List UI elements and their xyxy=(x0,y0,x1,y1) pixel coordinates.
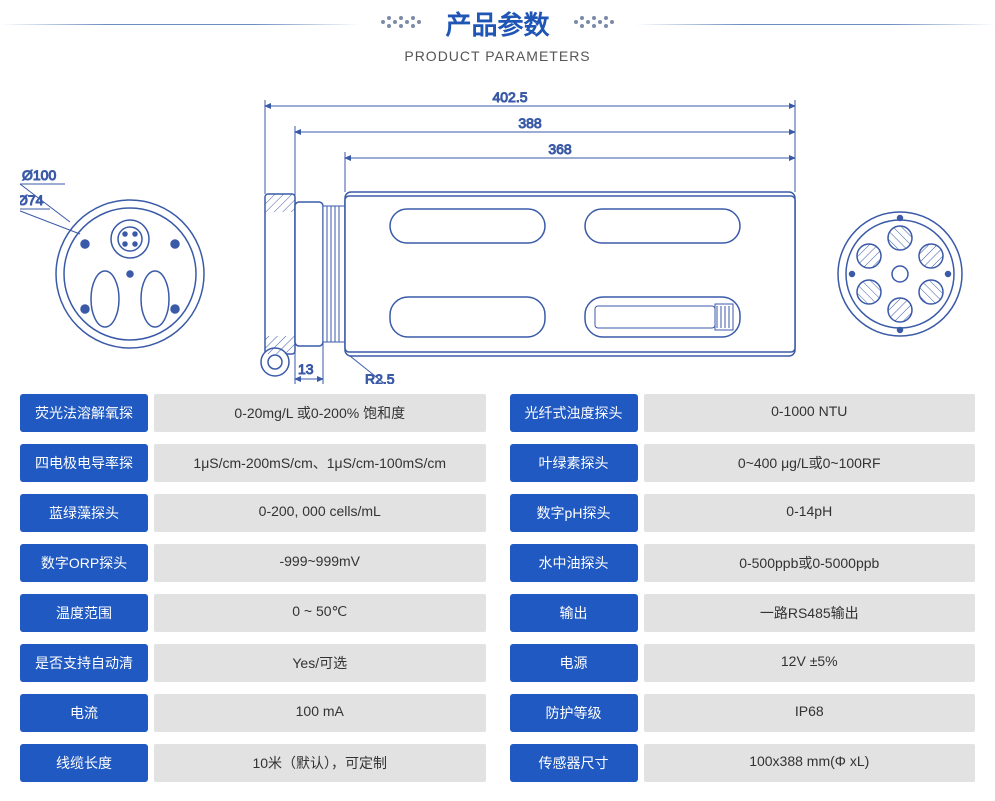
dim-d-inner: Ø74 xyxy=(20,192,44,208)
param-row: 数字ORP探头-999~999mV xyxy=(20,544,486,582)
params-col-right: 光纤式浊度探头0-1000 NTU叶绿素探头0~400 μg/L或0~100RF… xyxy=(510,394,976,794)
param-label: 光纤式浊度探头 xyxy=(510,394,638,432)
param-row: 四电极电导率探1μS/cm-200mS/cm、1μS/cm-100mS/cm xyxy=(20,444,486,482)
param-label: 叶绿素探头 xyxy=(510,444,638,482)
param-row: 线缆长度10米（默认），可定制 xyxy=(20,744,486,782)
dim-radius: R2.5 xyxy=(365,371,395,384)
section-header: 产品参数 PRODUCT PARAMETERS xyxy=(0,0,995,64)
param-value: -999~999mV xyxy=(154,544,486,582)
params-table: 荧光法溶解氧探0-20mg/L 或0-200% 饱和度四电极电导率探1μS/cm… xyxy=(0,394,995,794)
param-row: 水中油探头0-500ppb或0-5000ppb xyxy=(510,544,976,582)
param-value: 100 mA xyxy=(154,694,486,732)
param-label: 蓝绿藻探头 xyxy=(20,494,148,532)
param-value: IP68 xyxy=(644,694,976,732)
param-value: 0~400 μg/L或0~100RF xyxy=(644,444,976,482)
param-row: 传感器尺寸100x388 mm(Φ xL) xyxy=(510,744,976,782)
dim-slot: 368 xyxy=(548,141,572,157)
param-label: 荧光法溶解氧探 xyxy=(20,394,148,432)
param-row: 数字pH探头0-14pH xyxy=(510,494,976,532)
param-label: 电流 xyxy=(20,694,148,732)
dots-decor-right xyxy=(572,13,616,31)
param-label: 电源 xyxy=(510,644,638,682)
param-label: 是否支持自动清 xyxy=(20,644,148,682)
param-label: 数字pH探头 xyxy=(510,494,638,532)
dim-overall: 402.5 xyxy=(492,89,527,105)
param-row: 电流100 mA xyxy=(20,694,486,732)
param-row: 荧光法溶解氧探0-20mg/L 或0-200% 饱和度 xyxy=(20,394,486,432)
param-row: 叶绿素探头0~400 μg/L或0~100RF xyxy=(510,444,976,482)
param-value: 一路RS485输出 xyxy=(644,594,976,632)
param-row: 电源12V ±5% xyxy=(510,644,976,682)
param-label: 输出 xyxy=(510,594,638,632)
param-value: 0-1000 NTU xyxy=(644,394,976,432)
header-rule-left xyxy=(0,24,360,25)
param-value: 100x388 mm(Φ xL) xyxy=(644,744,976,782)
param-row: 是否支持自动清Yes/可选 xyxy=(20,644,486,682)
param-value: 0 ~ 50℃ xyxy=(154,594,486,632)
param-row: 防护等级IP68 xyxy=(510,694,976,732)
param-value: 0-200, 000 cells/mL xyxy=(154,494,486,532)
title-cn: 产品参数 xyxy=(445,5,549,42)
side-view xyxy=(261,192,795,376)
param-row: 温度范围0 ~ 50℃ xyxy=(20,594,486,632)
dots-decor-left xyxy=(379,13,423,31)
param-label: 传感器尺寸 xyxy=(510,744,638,782)
param-value: 0-14pH xyxy=(644,494,976,532)
param-value: 0-20mg/L 或0-200% 饱和度 xyxy=(154,394,486,432)
param-row: 输出一路RS485输出 xyxy=(510,594,976,632)
param-row: 蓝绿藻探头0-200, 000 cells/mL xyxy=(20,494,486,532)
param-value: 0-500ppb或0-5000ppb xyxy=(644,544,976,582)
params-col-left: 荧光法溶解氧探0-20mg/L 或0-200% 饱和度四电极电导率探1μS/cm… xyxy=(20,394,486,794)
dim-d-outer: Ø100 xyxy=(22,167,56,183)
param-label: 温度范围 xyxy=(20,594,148,632)
param-value: 12V ±5% xyxy=(644,644,976,682)
param-value: 10米（默认），可定制 xyxy=(154,744,486,782)
dim-small: 13 xyxy=(298,361,314,377)
param-label: 四电极电导率探 xyxy=(20,444,148,482)
param-label: 数字ORP探头 xyxy=(20,544,148,582)
param-label: 防护等级 xyxy=(510,694,638,732)
param-value: 1μS/cm-200mS/cm、1μS/cm-100mS/cm xyxy=(154,444,486,482)
param-label: 线缆长度 xyxy=(20,744,148,782)
param-value: Yes/可选 xyxy=(154,644,486,682)
dim-body: 388 xyxy=(518,115,542,131)
param-label: 水中油探头 xyxy=(510,544,638,582)
right-end-view xyxy=(838,212,962,336)
title-en: PRODUCT PARAMETERS xyxy=(0,48,995,64)
technical-diagram: Ø100 Ø74 xyxy=(20,84,975,384)
header-rule-right xyxy=(635,24,995,25)
left-end-view xyxy=(56,200,204,348)
param-row: 光纤式浊度探头0-1000 NTU xyxy=(510,394,976,432)
